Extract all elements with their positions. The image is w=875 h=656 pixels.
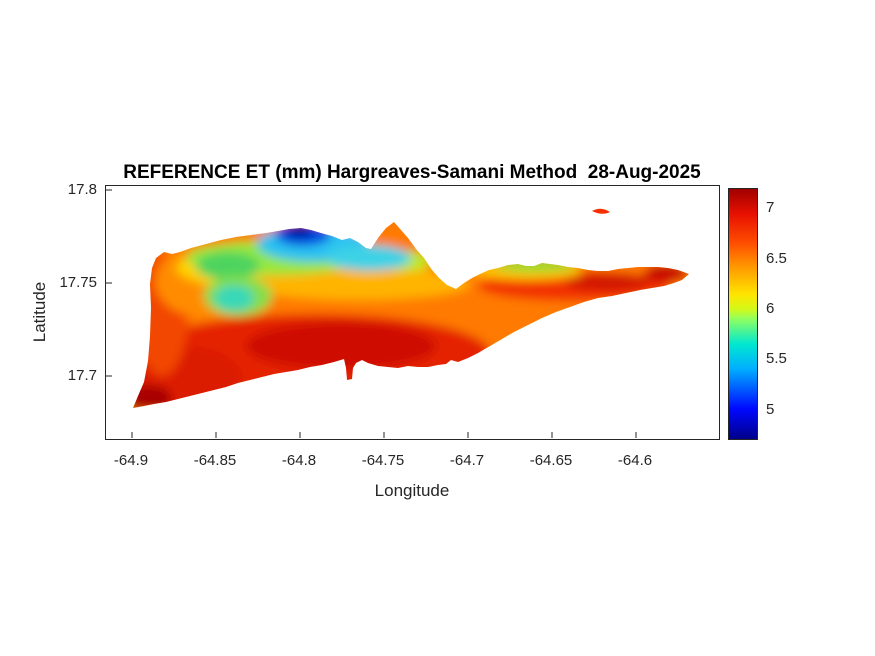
x-tick-label: -64.6 (617, 452, 653, 469)
x-tick-label: -64.85 (193, 452, 237, 469)
colorbar-tick-label: 5 (766, 401, 775, 418)
colorbar-tick-label: 5.5 (766, 350, 787, 367)
plot-area (105, 185, 720, 440)
x-axis-label: Longitude (374, 481, 450, 500)
island-heatmap-svg (106, 189, 689, 438)
detached-islet (592, 208, 610, 214)
chart-title: REFERENCE ET (mm) Hargreaves-Samani Meth… (123, 162, 701, 183)
x-tick-label: -64.9 (113, 452, 149, 469)
colorbar-tick-label: 6 (766, 300, 775, 317)
x-tick-label: -64.8 (281, 452, 317, 469)
colorbar (728, 188, 758, 440)
colorbar-tick-label: 6.5 (766, 250, 787, 267)
x-tick-label: -64.75 (361, 452, 405, 469)
x-tick-label: -64.65 (529, 452, 573, 469)
colorbar-tick-label: 7 (766, 199, 775, 216)
y-tick-label: 17.7 (67, 367, 97, 384)
y-tick-label: 17.75 (59, 274, 97, 291)
axis-tick-marks (106, 189, 637, 438)
et-surface (133, 222, 689, 408)
x-tick-label: -64.7 (449, 452, 485, 469)
y-tick-label: 17.8 (67, 181, 97, 198)
